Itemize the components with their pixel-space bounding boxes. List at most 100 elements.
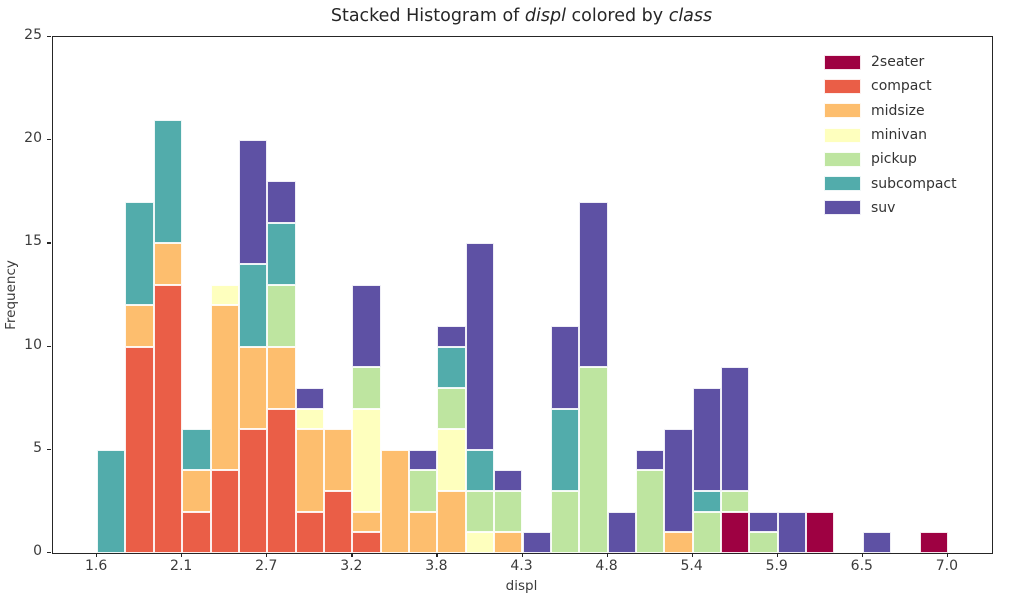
y-tick-label: 20 [24, 130, 42, 147]
bar-segment-subcompact [125, 202, 154, 306]
legend-label: subcompact [871, 175, 957, 192]
bar-segment-pickup [267, 284, 296, 347]
title-var-displ: displ [524, 6, 566, 26]
bar-segment-compact [238, 429, 268, 553]
bar-segment-suv [352, 284, 381, 368]
bar-segment-compact [295, 511, 324, 553]
x-tick-mark [861, 553, 863, 557]
bar-segment-pickup [494, 491, 523, 533]
bar-segment-midsize [494, 532, 523, 553]
bar-segment-midsize [323, 429, 353, 492]
bar-segment-2seater [721, 511, 750, 553]
bar-segment-minivan [465, 532, 495, 553]
legend-item-midsize: midsize [824, 99, 957, 123]
bar-segment-midsize [352, 511, 381, 533]
bar-segment-midsize [238, 346, 268, 430]
bar-segment-2seater [919, 532, 948, 553]
legend-label: compact [871, 78, 932, 95]
x-tick-mark [521, 553, 523, 557]
title-text-prefix: Stacked Histogram of [330, 6, 525, 26]
bar-segment-suv [777, 511, 807, 553]
bar-segment-minivan [295, 408, 324, 430]
bar-segment-pickup [579, 367, 608, 553]
legend-item-pickup: pickup [824, 147, 957, 171]
bar-segment-suv [550, 325, 580, 409]
bar-segment-suv [494, 470, 523, 492]
bar-segment-subcompact [465, 449, 495, 492]
legend-swatch-minivan [824, 127, 861, 143]
y-tick-label: 5 [33, 439, 42, 456]
bar-segment-suv [749, 511, 778, 533]
y-tick-label: 15 [24, 233, 42, 250]
x-tick-mark [351, 553, 353, 557]
x-tick-label: 3.2 [340, 558, 363, 574]
bar-segment-subcompact [437, 346, 466, 388]
y-tick-label: 0 [33, 543, 42, 559]
bar-segment-suv [721, 367, 750, 492]
legend-swatch-suv [824, 200, 861, 216]
bar-segment-compact [267, 408, 296, 553]
bar-segment-suv [579, 202, 608, 368]
legend-swatch-midsize [824, 103, 861, 119]
bar-segment-pickup [721, 491, 750, 512]
bar-segment-suv [522, 532, 551, 553]
bar-segment-pickup [550, 491, 580, 553]
legend-item-compact: compact [824, 74, 957, 98]
legend-item-suv: suv [824, 196, 957, 220]
legend-label: minivan [871, 127, 928, 144]
legend: 2seater compact midsize minivan pickup subcom… [824, 50, 957, 220]
bar-segment-subcompact [692, 491, 721, 512]
x-tick-mark [266, 553, 268, 557]
bar-segment-midsize [182, 470, 211, 512]
x-tick-label: 4.3 [510, 558, 533, 574]
y-axis-label: Frequency [3, 260, 19, 330]
bar-segment-midsize [380, 449, 410, 553]
x-tick-label: 6.5 [850, 558, 873, 574]
bar-segment-2seater [806, 511, 835, 553]
title-var-class: class [668, 6, 713, 26]
bar-segment-pickup [437, 387, 466, 430]
x-tick-label: 4.8 [595, 558, 618, 574]
x-tick-mark [436, 553, 438, 557]
legend-item-minivan: minivan [824, 123, 957, 147]
bar-segment-midsize [153, 243, 183, 285]
bar-segment-suv [267, 181, 296, 223]
y-tick-mark [47, 552, 51, 554]
legend-label: suv [871, 199, 896, 216]
x-tick-label: 5.9 [765, 558, 788, 574]
bar-segment-compact [125, 346, 154, 553]
legend-swatch-subcompact [824, 176, 861, 192]
y-tick-label: 25 [24, 27, 42, 43]
bar-segment-minivan [210, 284, 239, 306]
bar-segment-suv [635, 449, 665, 471]
legend-label: midsize [871, 102, 925, 119]
bar-segment-pickup [465, 491, 495, 533]
bar-segment-subcompact [153, 119, 183, 244]
bar-segment-midsize [664, 532, 693, 553]
bar-segment-suv [692, 387, 721, 492]
bar-segment-suv [409, 449, 438, 471]
bar-segment-suv [465, 243, 495, 450]
x-tick-label: 7.0 [935, 558, 958, 574]
bar-segment-midsize [210, 305, 239, 471]
bar-segment-pickup [749, 532, 778, 553]
x-tick-label: 1.6 [84, 558, 108, 574]
bar-segment-midsize [267, 346, 296, 409]
bar-segment-compact [153, 284, 183, 553]
x-tick-mark [606, 553, 608, 557]
legend-swatch-pickup [824, 151, 861, 167]
y-tick-mark [47, 242, 51, 244]
bar-segment-midsize [125, 305, 154, 347]
bar-segment-subcompact [97, 449, 126, 553]
bar-segment-midsize [409, 511, 438, 553]
x-tick-mark [946, 553, 949, 557]
y-tick-mark [47, 345, 51, 347]
bar-segment-minivan [437, 429, 466, 492]
legend-swatch-2seater [824, 54, 861, 70]
y-tick-mark [47, 139, 51, 141]
bar-segment-pickup [635, 470, 665, 553]
legend-item-subcompact: subcompact [824, 171, 957, 195]
bar-segment-subcompact [267, 222, 296, 285]
bar-segment-suv [437, 325, 466, 347]
